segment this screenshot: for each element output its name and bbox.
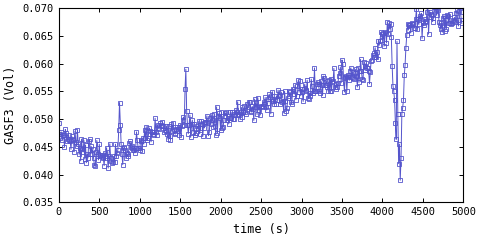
X-axis label: time (s): time (s)	[233, 223, 289, 236]
Y-axis label: GASF3 (Vol): GASF3 (Vol)	[4, 66, 17, 144]
